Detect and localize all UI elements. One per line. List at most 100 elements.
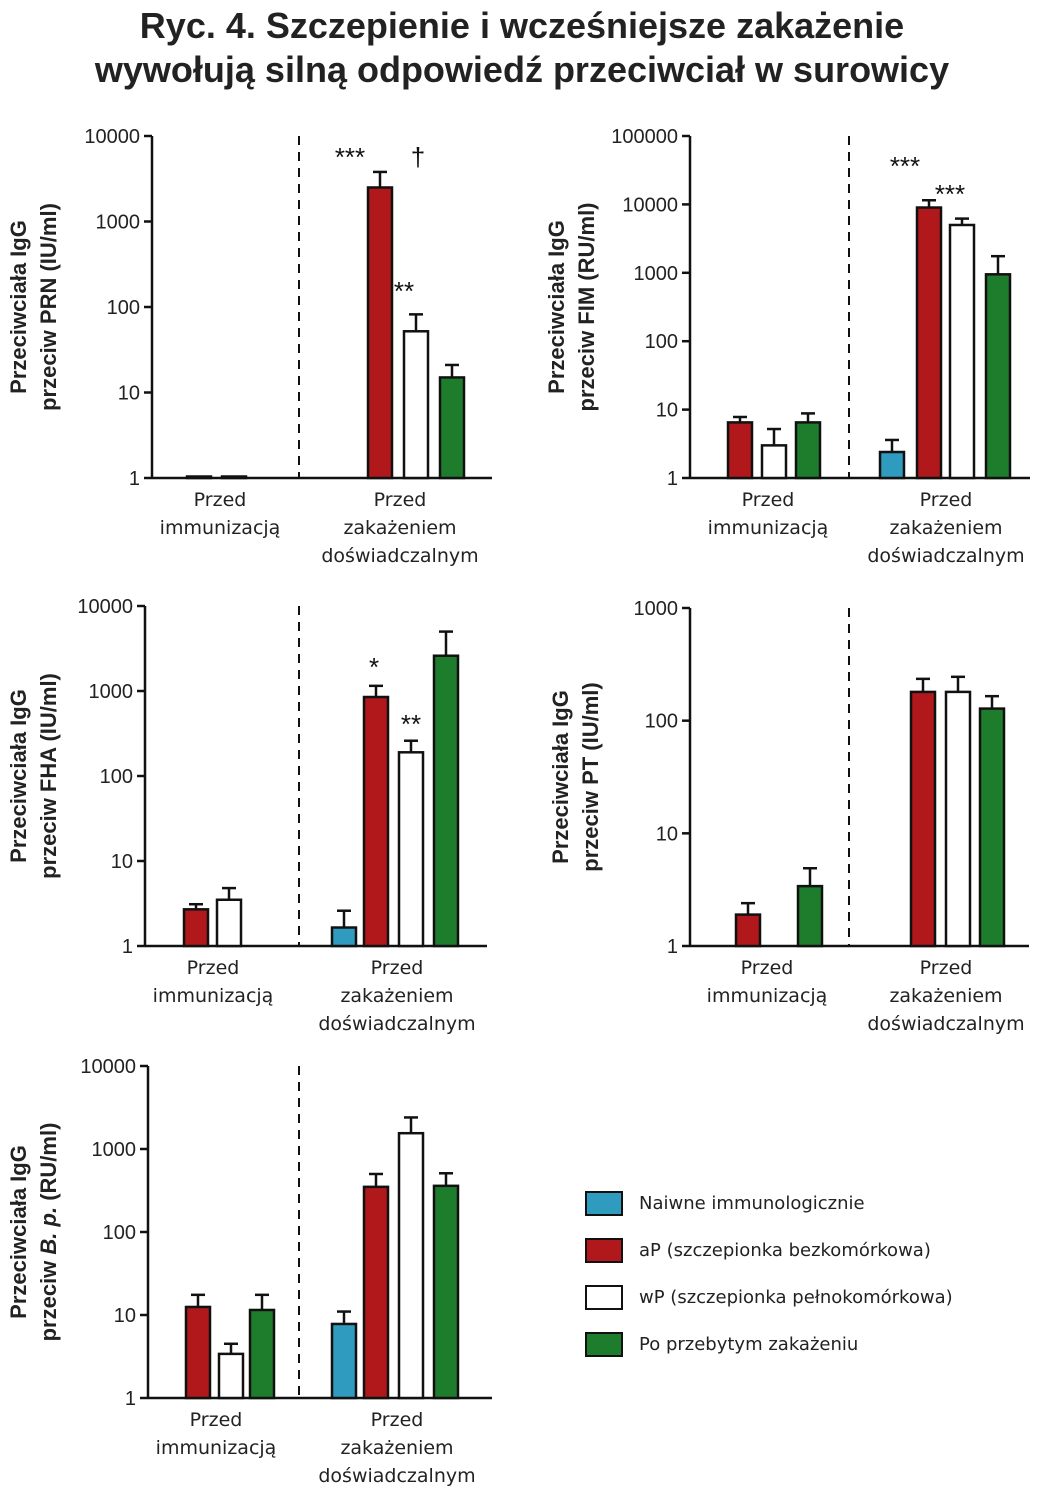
- y-tick-label: 100000: [611, 126, 678, 148]
- significance-marker: ***: [335, 142, 365, 172]
- x-category-label: Przed: [194, 489, 247, 511]
- x-category-label: zakażeniem: [340, 1437, 453, 1459]
- x-category-label: zakażeniem: [343, 517, 456, 539]
- x-category-label: doświadczalnym: [318, 1013, 475, 1035]
- significance-marker: †: [411, 142, 425, 172]
- chart-panel-4: 1 10 100 1000 Przeciwciała IgG przeciw PT (IU…: [548, 598, 1029, 1035]
- y-tick-label: 10000: [80, 1056, 136, 1078]
- bar-wp: [397, 751, 425, 948]
- x-category-label: Przed: [742, 489, 795, 511]
- bar-ap: [909, 690, 937, 948]
- y-tick-label: 1: [122, 936, 133, 958]
- x-category-label: zakażeniem: [340, 985, 453, 1007]
- y-tick-label: 100: [107, 297, 140, 319]
- bar-wp: [944, 690, 972, 948]
- y-axis-label-line-2: przeciw PT (IU/ml): [578, 682, 603, 871]
- x-category-label: doświadczalnym: [867, 1013, 1024, 1035]
- y-tick-label: 1: [129, 468, 140, 490]
- y-axis-label-part: (RU/ml): [36, 1123, 61, 1207]
- y-tick-label: 100: [103, 1222, 136, 1244]
- bar-infected: [984, 273, 1012, 480]
- y-axis-label: Przeciwciała IgG przeciw FHA (IU/ml): [6, 673, 61, 879]
- x-category-label: zakażeniem: [889, 985, 1002, 1007]
- chart-panel-1: 1 10 100 1000 10000 Przeciwciała IgG przeciw P…: [6, 126, 492, 567]
- y-tick-label: 1000: [634, 598, 679, 620]
- figure-title-line-1: Ryc. 4. Szczepienie i wcześniejsze zakaż…: [139, 5, 905, 46]
- bar-ap: [915, 206, 943, 480]
- bar-ap: [362, 695, 390, 948]
- x-category-label: Przed: [920, 957, 973, 979]
- bar-wp: [215, 898, 243, 948]
- significance-marker: ***: [890, 151, 920, 181]
- y-axis-label: Przeciwciała IgG przeciw PRN (IU/ml): [6, 203, 61, 411]
- bar-wp: [948, 223, 976, 480]
- y-tick-label: 1000: [89, 681, 134, 703]
- significance-marker: *: [369, 652, 379, 682]
- x-category-label: doświadczalnym: [318, 1465, 475, 1487]
- bar-ap: [185, 475, 213, 480]
- bar-infected: [794, 421, 822, 480]
- y-tick-label: 1000: [634, 263, 679, 285]
- y-axis-label-line-1: Przeciwciała IgG: [6, 689, 31, 863]
- chart-panel-2: 1 10 100 1000 10000 100000 Przeciwciała IgG prz…: [544, 126, 1030, 567]
- y-tick-label: 1000: [92, 1139, 137, 1161]
- bar-wp: [217, 1352, 245, 1400]
- x-category-label: Przed: [190, 1409, 243, 1431]
- y-tick-label: 10: [656, 400, 678, 422]
- x-category-label: immunizacją: [156, 1437, 277, 1459]
- bar-ap: [182, 908, 210, 948]
- y-tick-label: 10: [114, 1305, 136, 1327]
- bar-infected: [432, 1184, 460, 1400]
- bar-infected: [796, 884, 824, 948]
- legend-swatch-infected: [585, 1332, 623, 1357]
- y-axis-label-line-2: przeciw FIM (RU/ml): [574, 202, 599, 411]
- x-category-label: Przed: [374, 489, 427, 511]
- y-tick-label: 1000: [96, 212, 141, 234]
- y-axis-label-line-2: przeciw PRN (IU/ml): [36, 203, 61, 411]
- legend-label: wP (szczepionka pełnokomórkowa): [639, 1287, 953, 1308]
- significance-marker: **: [394, 276, 414, 306]
- y-axis-label-line-2: przeciw FHA (IU/ml): [36, 673, 61, 879]
- legend-item-naive: Naiwne immunologicznie: [585, 1180, 953, 1227]
- significance-marker: ***: [935, 179, 965, 209]
- y-tick-label: 1: [667, 936, 678, 958]
- legend-swatch-wp: [585, 1285, 623, 1310]
- bar-infected: [438, 376, 466, 480]
- y-axis-label-italic: B. p.: [36, 1207, 61, 1255]
- x-category-label: immunizacją: [160, 517, 281, 539]
- bar-naive: [878, 450, 906, 480]
- y-axis-label: Przeciwciała IgG przeciw PT (IU/ml): [548, 682, 603, 871]
- legend-label: aP (szczepionka bezkomórkowa): [639, 1240, 931, 1261]
- y-axis-label: Przeciwciała IgG przeciw FIM (RU/ml): [544, 202, 599, 411]
- y-tick-label: 10: [656, 823, 678, 845]
- x-category-label: Przed: [741, 957, 794, 979]
- x-category-label: Przed: [187, 957, 240, 979]
- bar-naive: [330, 926, 358, 948]
- legend-item-ap: aP (szczepionka bezkomórkowa): [585, 1227, 953, 1274]
- bar-wp: [397, 1131, 425, 1400]
- bar-ap: [726, 421, 754, 480]
- y-tick-label: 10000: [84, 126, 140, 148]
- x-category-label: doświadczalnym: [321, 545, 478, 567]
- bar-naive: [330, 1322, 358, 1400]
- y-tick-label: 10: [111, 851, 133, 873]
- y-tick-label: 1: [125, 1388, 136, 1410]
- y-tick-label: 1: [667, 468, 678, 490]
- legend-item-infected: Po przebytym zakażeniu: [585, 1321, 953, 1368]
- y-tick-label: 100: [645, 711, 678, 733]
- bar-wp: [760, 444, 788, 480]
- legend-label: Po przebytym zakażeniu: [639, 1334, 859, 1355]
- y-axis-label-line-1: Przeciwciała IgG: [6, 220, 31, 394]
- legend-swatch-ap: [585, 1238, 623, 1263]
- y-axis-label-line-2: przeciw B. p. (RU/ml): [36, 1123, 61, 1342]
- legend-item-wp: wP (szczepionka pełnokomórkowa): [585, 1274, 953, 1321]
- x-category-label: immunizacją: [707, 985, 828, 1007]
- x-category-label: Przed: [371, 1409, 424, 1431]
- x-category-label: doświadczalnym: [867, 545, 1024, 567]
- y-axis-label-line-1: Przeciwciała IgG: [544, 220, 569, 394]
- x-category-label: zakażeniem: [889, 517, 1002, 539]
- y-axis-label-part: przeciw: [36, 1255, 61, 1342]
- y-tick-label: 10000: [622, 194, 678, 216]
- chart-panel-3: 1 10 100 1000 10000 Przeciwciała IgG przeciw F…: [6, 596, 487, 1035]
